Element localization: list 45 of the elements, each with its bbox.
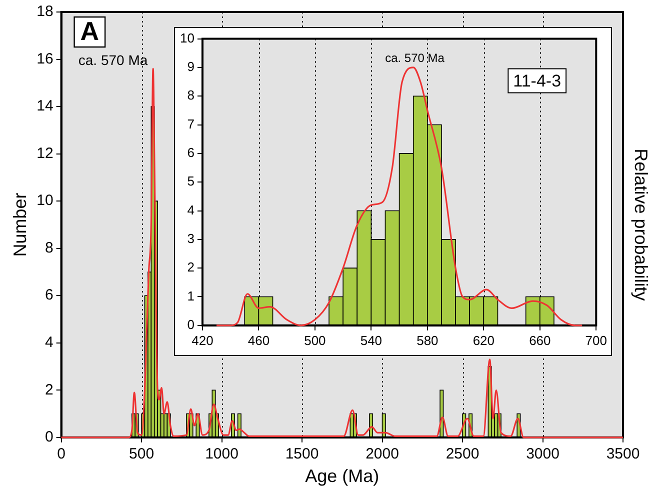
x-tick-label: 2500 bbox=[446, 446, 480, 463]
y-tick-label: 3 bbox=[187, 231, 194, 246]
y-tick-label: 14 bbox=[36, 98, 54, 115]
x-tick-label: 1000 bbox=[205, 446, 238, 463]
x-tick-label: 620 bbox=[472, 332, 495, 348]
y-tick-label: 10 bbox=[36, 192, 54, 210]
x-tick-label: 580 bbox=[416, 332, 438, 348]
y-tick-label: 8 bbox=[44, 239, 54, 256]
x-tick-label: 420 bbox=[192, 332, 214, 348]
line-series bbox=[216, 66, 583, 326]
x-tick-label: 460 bbox=[248, 332, 270, 348]
y-tick-label: 18 bbox=[36, 3, 54, 20]
y-tick-label: 0 bbox=[187, 316, 194, 332]
x-tick-label: 1500 bbox=[285, 446, 319, 463]
y-tick-label: 2 bbox=[187, 260, 194, 275]
x-tick-label: 3500 bbox=[606, 446, 640, 463]
y-tick-label: 6 bbox=[187, 145, 194, 160]
x-tick-label: 700 bbox=[585, 332, 608, 348]
x-tick-label: 2000 bbox=[366, 446, 399, 463]
annotation: 11-4-3 bbox=[513, 71, 562, 90]
y-tick-label: 8 bbox=[187, 88, 194, 103]
y-tick-label: 4 bbox=[187, 202, 194, 218]
x-tick-label: 540 bbox=[360, 332, 382, 348]
x-tick-label: 3000 bbox=[526, 446, 560, 463]
y-tick-label: 12 bbox=[36, 144, 54, 162]
y-tick-label: 7 bbox=[187, 116, 194, 132]
y-tick-label: 0 bbox=[44, 428, 54, 446]
annotation: ca. 570 Ma bbox=[385, 51, 445, 66]
x-tick-label: 660 bbox=[529, 332, 551, 348]
y-tick-label: 5 bbox=[187, 174, 194, 189]
y-axis-title: Number bbox=[10, 192, 30, 257]
x-tick-label: 500 bbox=[304, 332, 326, 348]
y2-axis-title: Relative probability bbox=[631, 148, 652, 301]
y-tick-label: 4 bbox=[44, 334, 54, 352]
annotation: A bbox=[80, 16, 100, 46]
y-tick-label: 6 bbox=[44, 286, 54, 304]
y-tick-label: 10 bbox=[180, 30, 194, 46]
y-tick-label: 1 bbox=[187, 288, 194, 304]
x-axis-title: Age (Ma) bbox=[305, 466, 380, 486]
annotation: ca. 570 Ma bbox=[78, 52, 148, 68]
y-tick-label: 9 bbox=[187, 59, 194, 74]
y-tick-label: 16 bbox=[36, 50, 54, 68]
x-tick-label: 500 bbox=[129, 446, 154, 463]
x-tick-label: 0 bbox=[57, 446, 66, 463]
y-tick-label: 2 bbox=[44, 381, 54, 398]
